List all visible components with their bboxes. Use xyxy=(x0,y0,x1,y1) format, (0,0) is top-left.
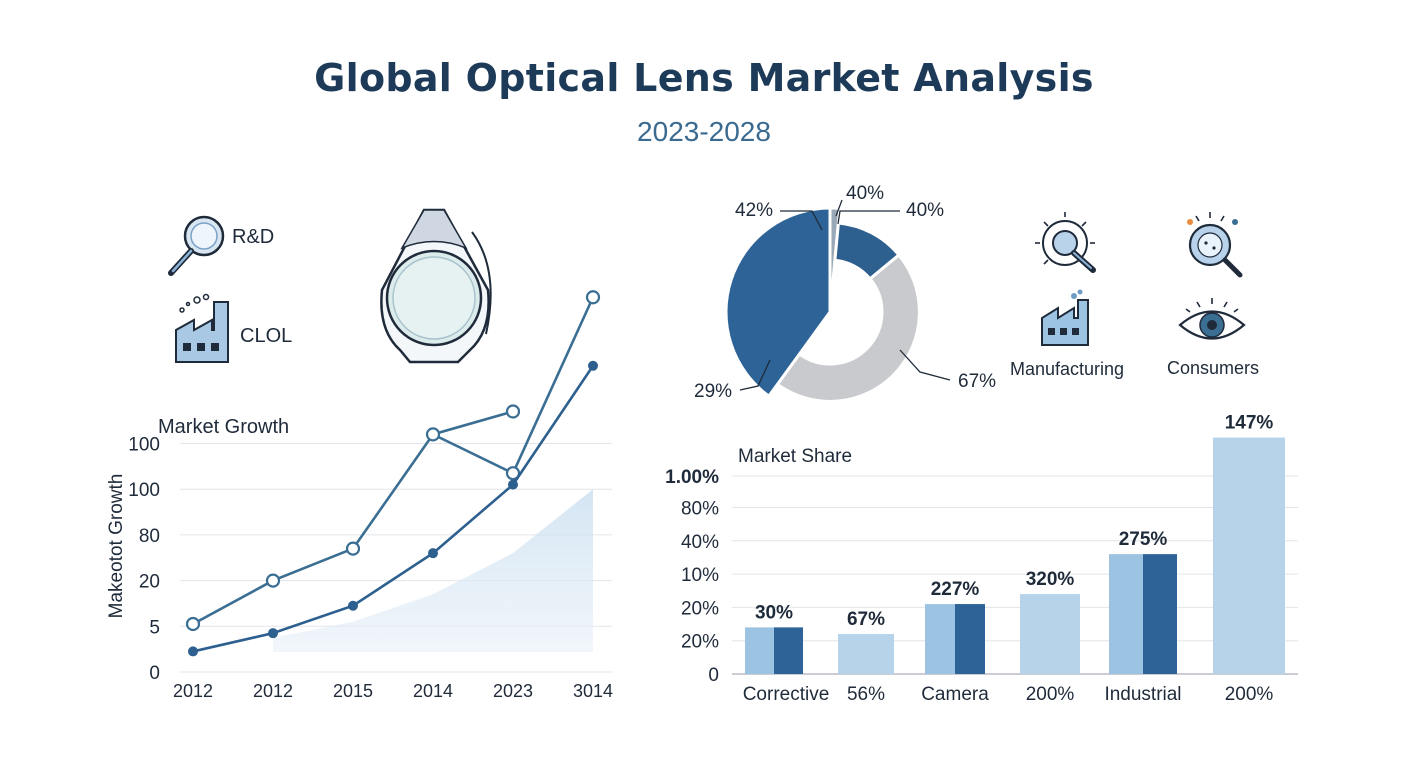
manufacturing-label: Manufacturing xyxy=(1010,359,1125,379)
page-subtitle: 2023-2028 xyxy=(637,116,771,147)
data-point xyxy=(185,616,201,632)
projection-area xyxy=(273,379,593,652)
x-tick-label: 2015 xyxy=(333,681,373,701)
bar-value-label: 275% xyxy=(1119,529,1168,550)
pie-leader-line xyxy=(837,210,900,225)
x-category-label: 200% xyxy=(1026,684,1075,705)
data-point xyxy=(425,427,441,442)
pie-label: 67% xyxy=(958,371,996,392)
rnd-label: R&D xyxy=(232,226,275,248)
pie-label: 42% xyxy=(735,200,773,221)
y-tick-label: 40% xyxy=(681,532,719,553)
y-tick-label: 80 xyxy=(139,526,160,547)
data-point xyxy=(348,600,358,611)
data-point xyxy=(585,290,601,305)
data-point xyxy=(588,360,598,371)
x-category-label: 56% xyxy=(847,684,885,705)
y-tick-label: 1.00% xyxy=(665,467,719,488)
data-point xyxy=(505,466,521,481)
pie-leader-line xyxy=(835,199,843,217)
data-point xyxy=(508,479,518,490)
y-tick-label: 20 xyxy=(139,572,160,593)
x-category-label: Corrective xyxy=(743,684,830,705)
bar xyxy=(955,604,985,674)
y-tick-label: 80% xyxy=(681,499,719,520)
data-point xyxy=(428,548,438,559)
pie-slice xyxy=(724,206,832,399)
pie-leader-line xyxy=(780,210,823,231)
consumers-label: Consumers xyxy=(1167,358,1260,378)
series-line-lower xyxy=(192,365,595,653)
bar-value-label: 30% xyxy=(755,602,793,623)
pie-label: 29% xyxy=(694,381,732,402)
y-tick-label: 100 xyxy=(128,435,160,456)
bar-chart-title: Market Share xyxy=(738,446,853,467)
y-tick-label: 0 xyxy=(149,663,160,684)
data-point xyxy=(265,573,281,588)
x-tick-label: 3014 xyxy=(573,681,613,701)
data-point xyxy=(345,541,361,556)
y-tick-label: 5 xyxy=(149,617,160,638)
page-title: Global Optical Lens Market Analysis xyxy=(314,56,1094,100)
y-tick-label: 0 xyxy=(708,665,719,686)
bar xyxy=(745,627,774,674)
x-tick-label: 2012 xyxy=(173,681,213,701)
x-category-label: Industrial xyxy=(1104,684,1181,705)
bar xyxy=(1143,554,1177,674)
y-tick-label: 100 xyxy=(128,480,160,501)
x-tick-label: 2014 xyxy=(413,681,453,701)
x-category-label: 200% xyxy=(1225,684,1274,705)
bar xyxy=(838,634,894,674)
pie-leader-line xyxy=(899,349,951,381)
pie-slice xyxy=(775,252,921,403)
y-tick-label: 20% xyxy=(681,598,719,619)
series-line-upper xyxy=(192,296,595,626)
bar-value-label: 147% xyxy=(1225,413,1274,434)
bar xyxy=(1109,554,1143,674)
y-tick-label: 20% xyxy=(681,632,719,653)
pie-leader-line xyxy=(739,359,771,391)
clol-label: CLOL xyxy=(240,325,293,347)
x-tick-label: 2012 xyxy=(253,681,293,701)
bar xyxy=(925,604,955,674)
bar xyxy=(1020,594,1080,674)
data-point xyxy=(188,646,198,657)
bar xyxy=(774,627,803,674)
data-point xyxy=(268,628,278,639)
bar-value-label: 227% xyxy=(931,579,980,600)
pie-label: 40% xyxy=(846,183,884,204)
bar-value-label: 67% xyxy=(847,609,885,630)
y-tick-label: 10% xyxy=(681,565,719,586)
x-tick-label: 2023 xyxy=(493,681,533,701)
bar-value-label: 320% xyxy=(1026,569,1075,590)
data-point xyxy=(505,404,521,419)
line-chart-title: Market Growth xyxy=(158,416,290,438)
bar xyxy=(1213,437,1285,674)
pie-label: 40% xyxy=(906,200,944,221)
x-category-label: Camera xyxy=(921,684,989,705)
